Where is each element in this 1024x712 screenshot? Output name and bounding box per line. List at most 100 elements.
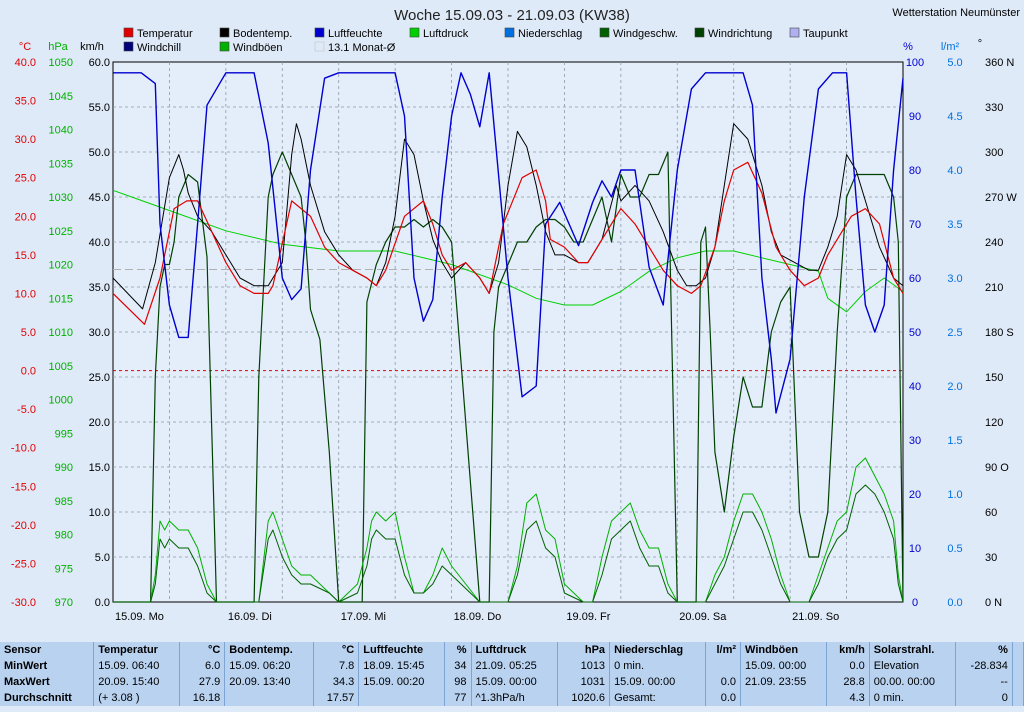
legend-label: Luftdruck (423, 28, 469, 40)
stats-table: Sensor Temperatur °C Bodentemp. °C Luftfeu… (0, 642, 1024, 706)
temp-tick-label: 5.0 (21, 327, 36, 339)
stats-cell-detail: 15.09. 06:20 (224, 658, 315, 674)
wind-tick-label: 55.0 (89, 102, 110, 114)
legend-label: Windböen (233, 42, 283, 54)
temp-tick-label: -5.0 (17, 404, 36, 416)
legend-swatch (123, 27, 134, 38)
series-line-windgeschw (113, 484, 904, 603)
legend-swatch (694, 27, 705, 38)
stats-header-temperatur: Temperatur (93, 642, 181, 658)
legend-label: Luftfeuchte (328, 28, 382, 40)
direction-tick-label: 30 (985, 552, 997, 564)
stats-filler (1012, 690, 1024, 706)
stats-unit-windboeen: km/h (826, 642, 870, 658)
temp-tick-label: 0.0 (21, 366, 36, 378)
stats-header-bodentemp: Bodentemp. (224, 642, 315, 658)
wind-tick-label: 45.0 (89, 192, 110, 204)
pressure-tick-label: 975 (55, 563, 73, 575)
humidity-tick-label: 0 (912, 597, 918, 609)
legend-label: Windrichtung (708, 28, 772, 40)
pressure-tick-label: 985 (55, 496, 73, 508)
stats-cell-detail: 21.09. 05:25 (471, 658, 558, 674)
stats-cell-value: 7.8 (313, 658, 360, 674)
stats-cell-value: 28.8 (826, 674, 870, 690)
pressure-tick-label: 990 (55, 462, 73, 474)
stats-cell-detail: 15.09. 00:20 (358, 674, 446, 690)
stats-cell-value: 0 (955, 690, 1013, 706)
legend-swatch (314, 27, 325, 38)
humidity-tick-label: 40 (909, 381, 921, 393)
pressure-tick-label: 1000 (49, 395, 73, 407)
axis-unit-pressure: hPa (48, 41, 68, 53)
humidity-tick-label: 100 (906, 57, 924, 69)
humidity-tick-label: 70 (909, 219, 921, 231)
wind-tick-label: 10.0 (89, 507, 110, 519)
pressure-tick-label: 1050 (49, 57, 73, 69)
stats-unit-solar: % (955, 642, 1013, 658)
pressure-tick-label: 1010 (49, 327, 73, 339)
legend-swatch (314, 41, 325, 52)
pressure-tick-label: 1005 (49, 361, 73, 373)
wind-tick-label: 25.0 (89, 372, 110, 384)
stats-row: MinWert 15.09. 06:40 6.0 15.09. 06:20 7.8 18.… (0, 658, 1024, 674)
temp-tick-label: 30.0 (15, 134, 36, 146)
stats-cell-value: 77 (444, 690, 472, 706)
legend-swatch (789, 27, 800, 38)
wind-tick-label: 50.0 (89, 147, 110, 159)
stats-cell-value: 27.9 (179, 674, 226, 690)
pressure-tick-label: 980 (55, 530, 73, 542)
stats-header-niederschlag: Niederschlag (609, 642, 706, 658)
humidity-tick-label: 80 (909, 165, 921, 177)
direction-tick-label: 330 (985, 102, 1003, 114)
stats-cell-detail (358, 690, 446, 706)
stats-row-label: Durchschnitt (0, 690, 95, 706)
axis-unit-rain: l/m² (941, 41, 960, 53)
stats-cell-value: -28.834 (955, 658, 1013, 674)
pressure-tick-label: 1025 (49, 226, 73, 238)
direction-tick-label: 120 (985, 417, 1003, 429)
pressure-tick-label: 1040 (49, 125, 73, 137)
direction-tick-label: 360 N (985, 57, 1014, 69)
stats-header-row: Sensor Temperatur °C Bodentemp. °C Luftfeu… (0, 642, 1024, 658)
day-label: 16.09. Di (228, 611, 272, 623)
day-label: 19.09. Fr (566, 611, 610, 623)
stats-row: MaxWert 20.09. 15:40 27.9 20.09. 13:40 34.3 1… (0, 674, 1024, 690)
day-label: 21.09. So (792, 611, 839, 623)
legend-swatch (599, 27, 610, 38)
pressure-tick-label: 1035 (49, 158, 73, 170)
direction-tick-label: 90 O (985, 462, 1009, 474)
rain-tick-label: 2.5 (947, 327, 962, 339)
rain-tick-label: 3.0 (947, 273, 962, 285)
temp-tick-label: 20.0 (15, 211, 36, 223)
pressure-tick-label: 995 (55, 428, 73, 440)
humidity-tick-label: 10 (909, 543, 921, 555)
rain-tick-label: 0.0 (947, 597, 962, 609)
temp-tick-label: 35.0 (15, 96, 36, 108)
wind-tick-label: 60.0 (89, 57, 110, 69)
stats-cell-value: 34 (444, 658, 472, 674)
stats-header-solar: Solarstrahl. (869, 642, 956, 658)
temp-tick-label: 40.0 (15, 57, 36, 69)
temp-tick-label: 25.0 (15, 173, 36, 185)
wind-tick-label: 30.0 (89, 327, 110, 339)
day-label: 15.09. Mo (115, 611, 164, 623)
stats-cell-detail: 21.09. 23:55 (740, 674, 828, 690)
humidity-tick-label: 90 (909, 111, 921, 123)
axis-unit-wind: km/h (80, 41, 104, 53)
wind-tick-label: 20.0 (89, 417, 110, 429)
stats-filler (1012, 642, 1024, 658)
stats-cell-detail: ^1.3hPa/h (471, 690, 558, 706)
legend-label: 13.1 Monat-Ø (328, 42, 396, 54)
stats-cell-value: 16.18 (179, 690, 226, 706)
stats-cell-detail: 20.09. 15:40 (93, 674, 181, 690)
axis-unit-direction: ° (978, 38, 982, 50)
stats-cell-detail: 0 min. (869, 690, 956, 706)
legend-swatch (504, 27, 515, 38)
pressure-tick-label: 1030 (49, 192, 73, 204)
temp-tick-label: -10.0 (11, 443, 36, 455)
stats-cell-detail: Elevation (869, 658, 956, 674)
stats-row-label: MinWert (0, 658, 95, 674)
stats-cell-detail: 20.09. 13:40 (224, 674, 315, 690)
stats-cell-detail: 15.09. 00:00 (471, 674, 558, 690)
station-name: Wetterstation Neumünster (892, 7, 1020, 19)
